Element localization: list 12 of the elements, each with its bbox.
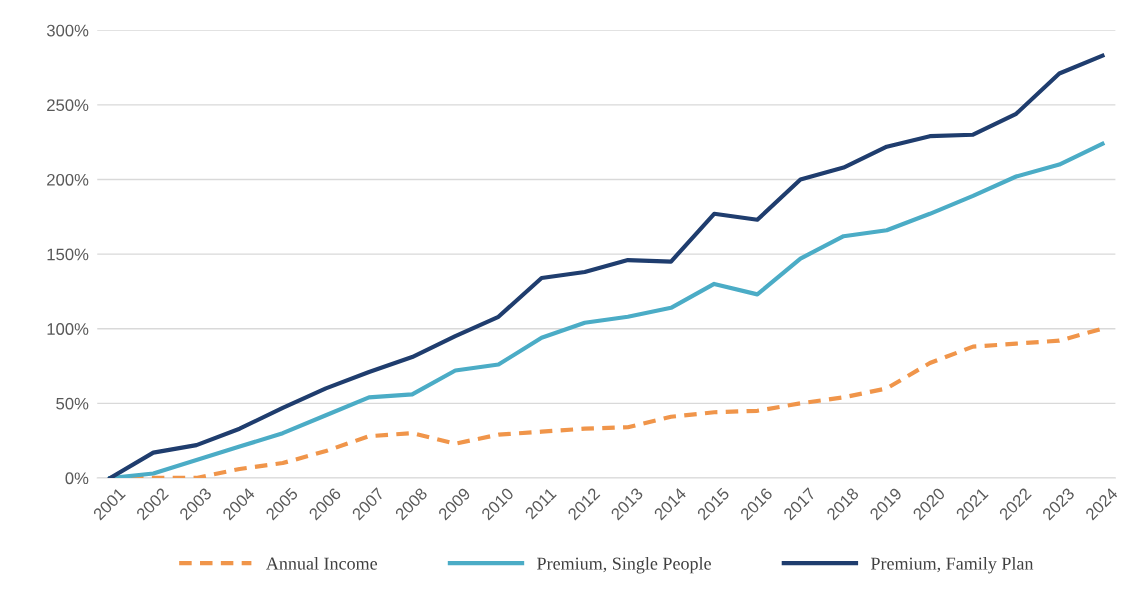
legend-label: Premium, Single People: [537, 556, 711, 574]
y-tick-label: 150%: [47, 248, 89, 261]
y-tick-label: 100%: [47, 323, 89, 335]
y-tick-label: 200%: [47, 173, 89, 186]
y-tick-label: 0%: [65, 472, 89, 485]
y-tick-label: 250%: [47, 99, 89, 112]
legend-label: Premium, Family Plan: [870, 556, 1034, 574]
line-series: [108, 141, 1105, 478]
legend-label: Annual Income: [266, 556, 378, 570]
line-series: [108, 53, 1105, 478]
y-tick-label: 300%: [46, 24, 89, 37]
y-tick-label: 50%: [56, 397, 89, 410]
